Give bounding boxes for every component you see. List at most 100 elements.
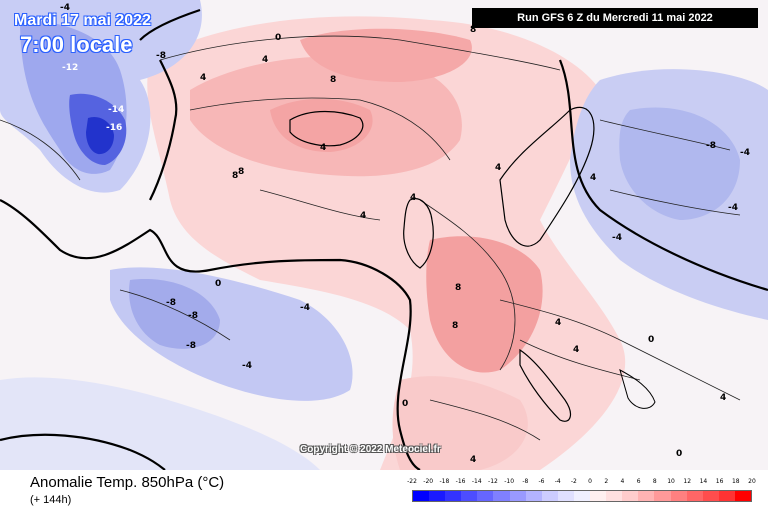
legend-swatch (686, 491, 703, 501)
italy-outline (519, 348, 572, 422)
legend-tick: -10 (504, 478, 515, 485)
model-run-label: Run GFS 6 Z du Mercredi 11 mai 2022 (472, 8, 758, 28)
contour-value-label: 4 (320, 143, 326, 153)
contour-value-label: 4 (555, 318, 561, 328)
cold-anomaly-southwest (0, 377, 320, 470)
legend-swatch (461, 491, 478, 501)
forecast-time: 7:00 locale (20, 32, 133, 57)
legend-swatch (541, 491, 558, 501)
legend-swatch (670, 491, 687, 501)
british-isles-outline (403, 198, 434, 269)
legend-tick-labels: -22 -20 -18 -16 -14 -12 -10 -8 -6 -4 -2 0 2 4 6 8 10 12 14… (407, 478, 756, 488)
contour-value-label: -4 (612, 233, 622, 243)
contour-value-label: -8 (706, 141, 716, 151)
legend-tick: -18 (439, 478, 450, 485)
contour-value-label: 8 (330, 75, 336, 85)
legend-swatch (654, 491, 671, 501)
legend-tick: -16 (455, 478, 466, 485)
legend-color-bar (412, 490, 752, 502)
legend-swatch (413, 491, 430, 501)
contour-value-label: -4 (740, 148, 750, 158)
color-legend: -22 -20 -18 -16 -14 -12 -10 -8 -6 -4 -2 0 2 4 6 8 10 12 14… (407, 478, 756, 506)
contour-value-label: -8 (156, 51, 166, 61)
legend-tick: 6 (636, 478, 641, 485)
legend-tick: -6 (538, 478, 545, 485)
contour-value-label: 8 (238, 167, 244, 177)
legend-swatch (525, 491, 542, 501)
legend-swatch (509, 491, 526, 501)
cold-greenland-center (86, 116, 114, 155)
contour-value-label: 8 (470, 25, 476, 35)
contour-value-label: 0 (402, 399, 408, 409)
contour-value-label: 8 (455, 283, 461, 293)
contour-value-label: -4 (300, 303, 310, 313)
warm-core-iceland (270, 98, 373, 152)
contour-value-label: -8 (188, 311, 198, 321)
legend-tick: 0 (588, 478, 592, 485)
contour-value-label: 0 (275, 33, 281, 43)
legend-tick: 16 (715, 478, 724, 485)
contour-value-label: -12 (62, 63, 78, 73)
forecast-date: Mardi 17 mai 2022 (14, 12, 151, 29)
legend-tick: 18 (731, 478, 740, 485)
contour-value-label: 8 (232, 171, 238, 181)
legend-tick: -8 (522, 478, 529, 485)
legend-swatch (557, 491, 574, 501)
legend-swatch (702, 491, 719, 501)
contour-value-label: -8 (186, 341, 196, 351)
contour-value-label: 4 (495, 163, 501, 173)
greece-outline (619, 369, 656, 409)
legend-swatch (445, 491, 462, 501)
contour-value-label: 4 (720, 393, 726, 403)
contour-value-label: -8 (166, 298, 176, 308)
legend-tick: 10 (667, 478, 675, 485)
contour-value-label: 4 (200, 73, 206, 83)
contour-value-label: 0 (215, 279, 221, 289)
anomaly-map: -4 -12 -14 -16 -8 0 4 8 8 4 8 4 4 4 0 -8 -8 -8 -4 -4 4 8 8 4 4 -4… (0, 0, 768, 470)
legend-tick: 8 (652, 478, 657, 485)
contour-value-label: 4 (590, 173, 596, 183)
contour-value-label: 0 (676, 449, 682, 459)
legend-swatch (638, 491, 655, 501)
legend-swatch (493, 491, 510, 501)
cold-atlantic-core (129, 279, 220, 349)
contour-value-label: 8 (452, 321, 458, 331)
contour-value-label: 0 (648, 335, 654, 345)
warm-core-east-atlantic (300, 28, 472, 82)
contour-value-label: 4 (470, 455, 476, 465)
legend-tick: 4 (620, 478, 625, 485)
contour-value-label: -4 (242, 361, 252, 371)
legend-swatch (622, 491, 639, 501)
legend-swatch (590, 491, 607, 501)
scandinavia-outline (499, 106, 595, 247)
contour-value-label: 4 (573, 345, 579, 355)
cold-east-core (619, 107, 740, 220)
iceland-outline (289, 110, 364, 147)
contour-value-label: 4 (360, 211, 366, 221)
legend-swatch (734, 491, 751, 501)
legend-tick: 2 (604, 478, 609, 485)
contour-value-label: -14 (108, 105, 124, 115)
legend-tick: 14 (699, 478, 708, 485)
contour-value-label: -4 (728, 203, 738, 213)
contour-value-label: -16 (106, 123, 122, 133)
legend-tick: -2 (570, 478, 577, 485)
map-title: Anomalie Temp. 850hPa (°C) (30, 474, 225, 491)
legend-swatch (429, 491, 446, 501)
contour-lines (0, 35, 741, 441)
coastlines (0, 8, 768, 470)
contour-value-label: -4 (60, 3, 70, 13)
legend-swatch (573, 491, 591, 501)
legend-tick: -20 (423, 478, 434, 485)
legend-tick: -12 (488, 478, 498, 485)
legend-swatch (606, 491, 623, 501)
legend-tick: -14 (471, 478, 482, 485)
legend-tick: 12 (683, 478, 692, 485)
legend-swatch (718, 491, 735, 501)
legend-tick: -22 (407, 478, 417, 485)
warm-iberia (392, 376, 528, 470)
legend-tick: 20 (748, 478, 756, 485)
legend-swatch (477, 491, 494, 501)
copyright-notice: Copyright © 2022 Meteociel.fr (300, 444, 441, 455)
